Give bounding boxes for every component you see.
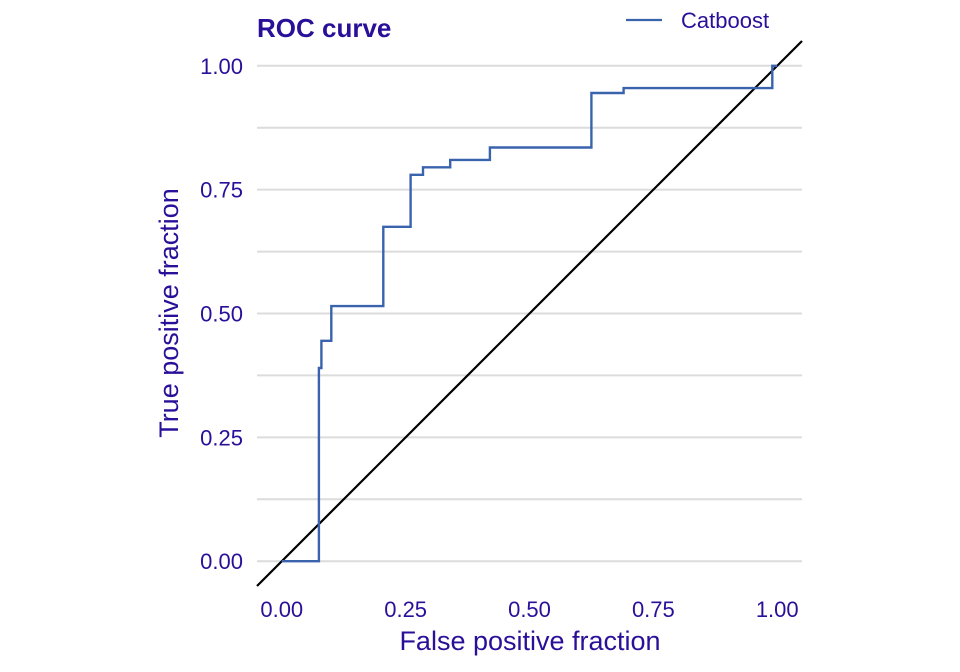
legend-label-catboost: Catboost (681, 8, 769, 33)
x-tick-label: 0.25 (384, 597, 427, 622)
y-tick-labels: 0.00 0.25 0.50 0.75 1.00 (200, 54, 243, 574)
x-tick-label: 0.50 (508, 597, 551, 622)
y-tick-label: 1.00 (200, 54, 243, 79)
x-tick-labels: 0.00 0.25 0.50 0.75 1.00 (260, 597, 798, 622)
y-tick-label: 0.25 (200, 425, 243, 450)
chart-title: ROC curve (257, 13, 391, 43)
y-tick-label: 0.75 (200, 178, 243, 203)
reference-diagonal-line (256, 40, 803, 587)
series-group (281, 64, 778, 563)
y-axis-label: True positive fraction (154, 188, 184, 438)
x-tick-label: 0.75 (632, 597, 675, 622)
x-tick-label: 0.00 (260, 597, 303, 622)
series-line-catboost (281, 64, 778, 563)
x-axis-label: False positive fraction (399, 626, 660, 656)
y-tick-label: 0.50 (200, 302, 243, 327)
reference-line-group (256, 40, 803, 587)
y-tick-label: 0.00 (200, 549, 243, 574)
legend: Catboost (626, 8, 769, 33)
x-tick-label: 1.00 (756, 597, 799, 622)
